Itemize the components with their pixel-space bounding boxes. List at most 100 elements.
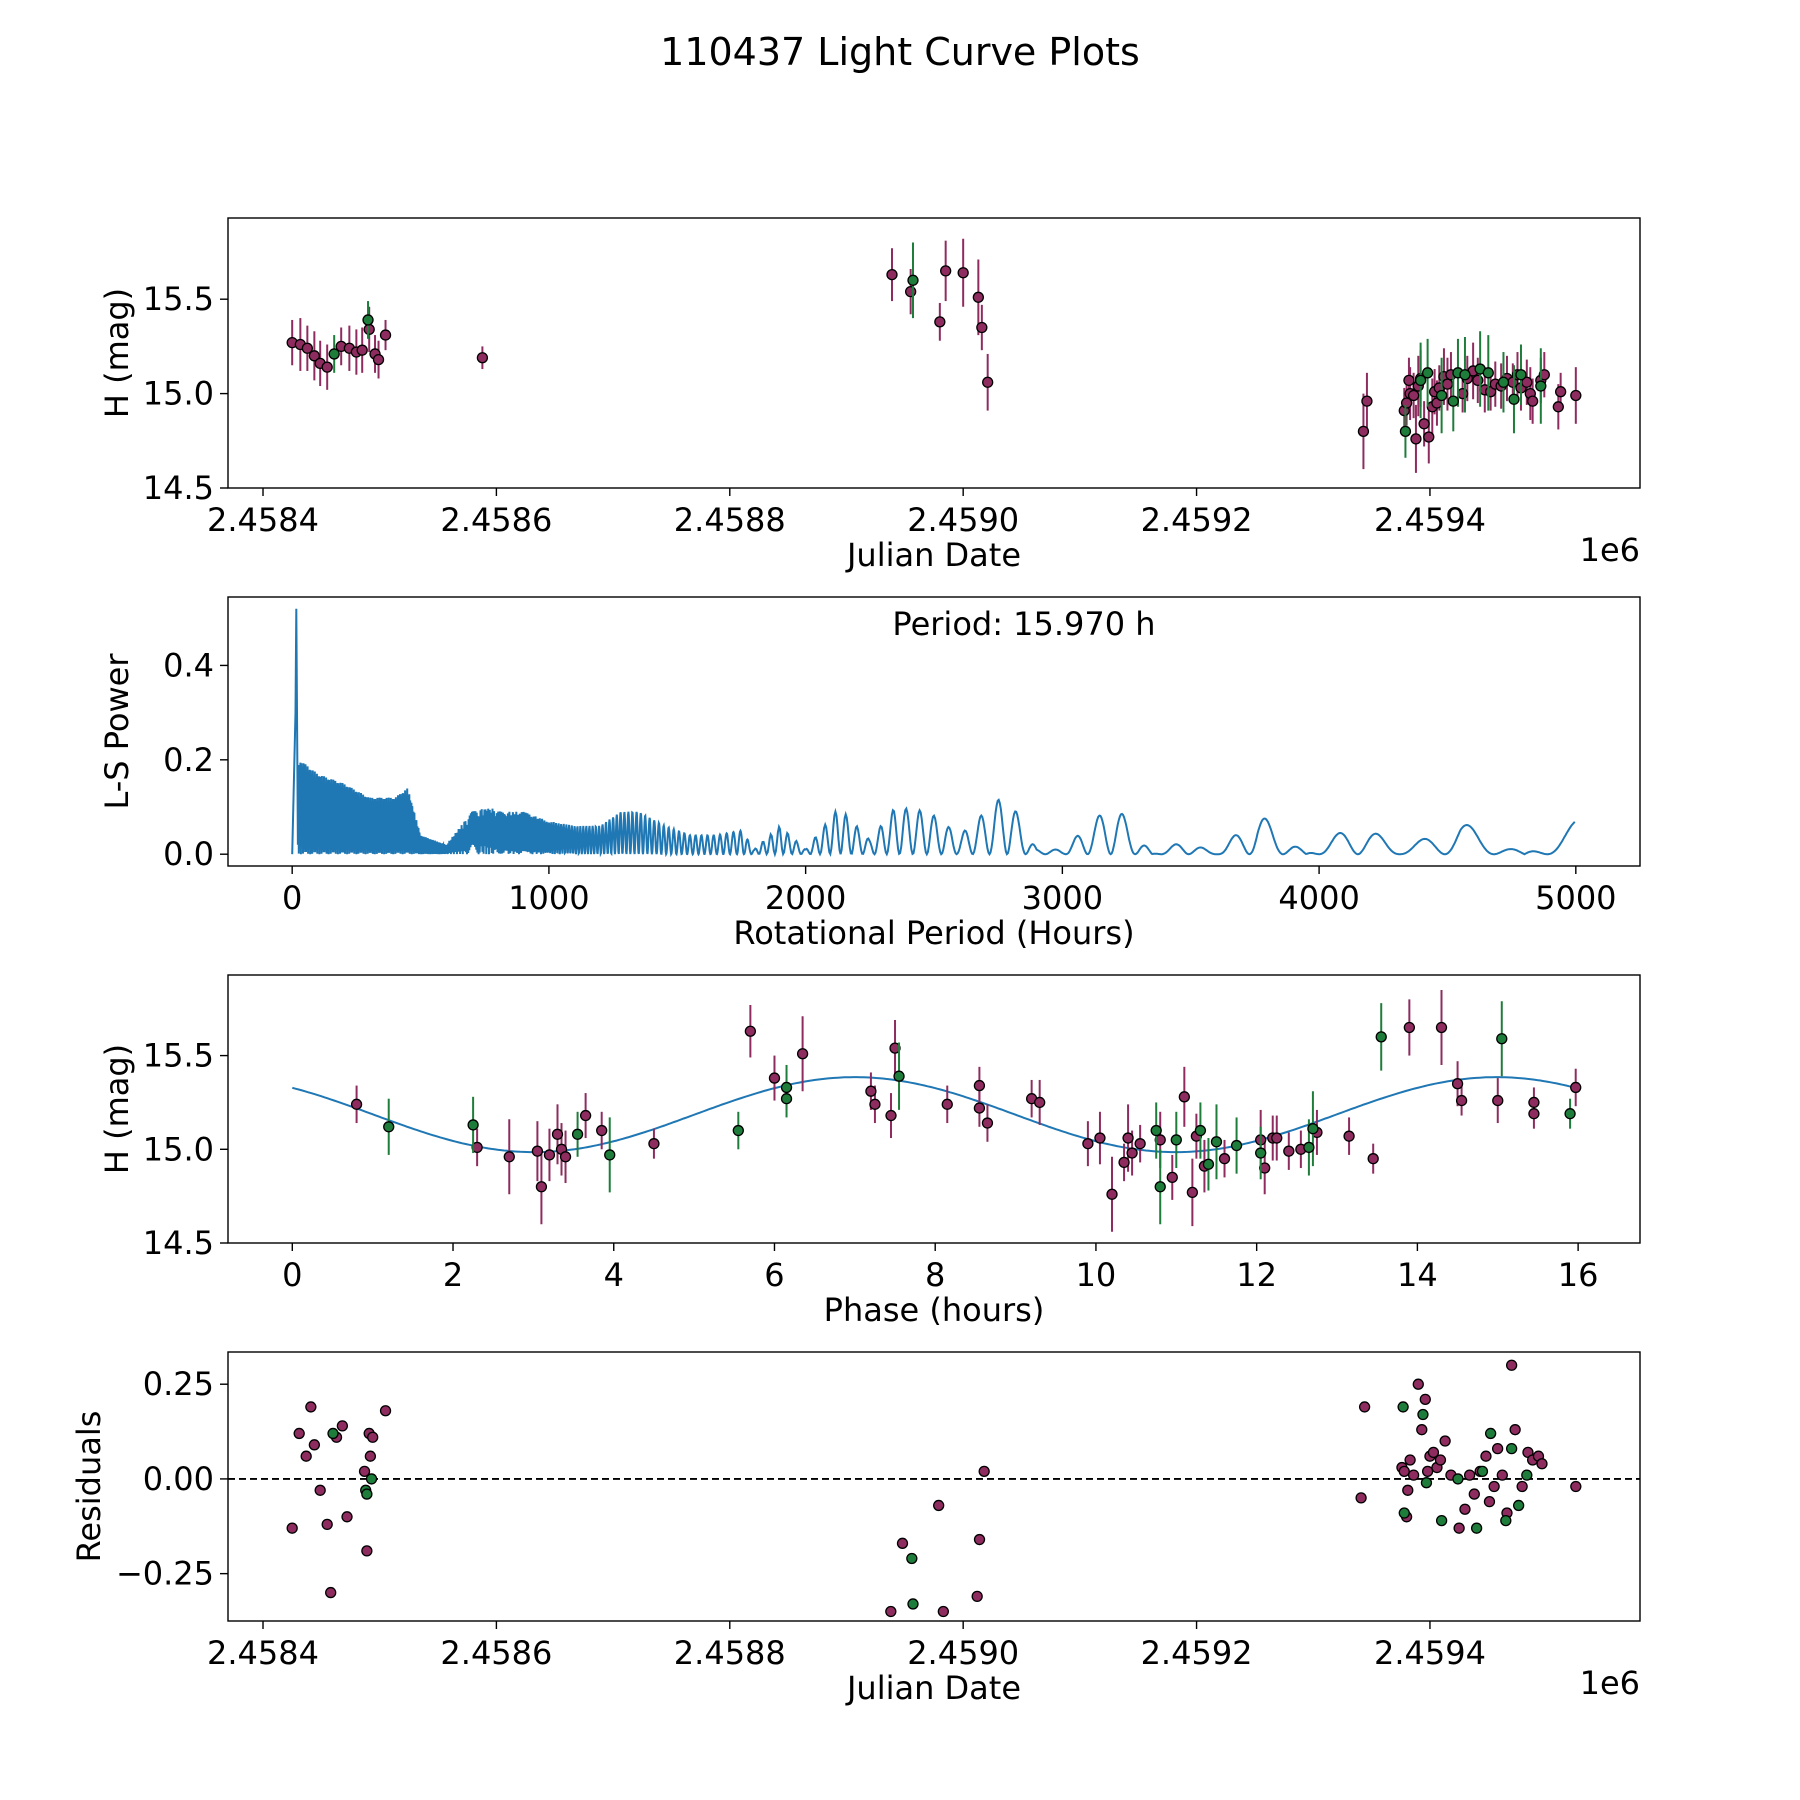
purple-point	[865, 1085, 877, 1097]
x-tick-label: 2.4584	[207, 501, 319, 539]
x-tick-label: 3000	[1022, 879, 1103, 917]
purple-point	[314, 1484, 326, 1496]
purple-point	[325, 1586, 337, 1599]
purple-point	[1134, 1138, 1146, 1150]
green-point	[1484, 1427, 1497, 1440]
purple-point	[341, 1511, 353, 1523]
purple-point	[1435, 1021, 1448, 1034]
green-point	[1564, 1108, 1576, 1120]
purple-point	[1536, 1458, 1548, 1470]
green-point	[893, 1070, 905, 1082]
purple-point	[1441, 378, 1454, 390]
purple-point	[976, 321, 988, 334]
purple-point	[971, 1590, 983, 1603]
x-offset-label: 1e6	[1580, 531, 1640, 569]
purple-point	[934, 316, 946, 328]
purple-point	[933, 1499, 945, 1512]
green-point	[328, 348, 340, 360]
x-axis-label: Rotational Period (Hours)	[733, 914, 1134, 952]
purple-point	[796, 1048, 809, 1060]
x-axis-label: Julian Date	[845, 1669, 1021, 1707]
green-point	[1521, 1469, 1533, 1481]
purple-point	[321, 1518, 333, 1531]
green-point	[1417, 1408, 1429, 1421]
purple-point	[1358, 1401, 1371, 1413]
green-point	[1303, 1141, 1315, 1154]
purple-point	[1455, 1094, 1468, 1107]
green-point	[1508, 393, 1520, 405]
green-point	[906, 1552, 918, 1565]
y-tick-label: −0.25	[116, 1555, 214, 1593]
green-point	[1470, 1522, 1483, 1534]
y-tick-label: 14.5	[143, 1224, 214, 1262]
purple-point	[503, 1151, 515, 1163]
green-point	[1497, 376, 1510, 388]
green-point	[361, 1488, 373, 1500]
green-point	[383, 1121, 395, 1133]
purple-point	[648, 1138, 660, 1150]
green-point	[1535, 380, 1547, 392]
green-point	[604, 1149, 616, 1161]
purple-point	[973, 1102, 986, 1114]
purple-point	[308, 350, 321, 362]
axes-frame	[227, 974, 1641, 1244]
x-tick-label: 4	[604, 1256, 624, 1294]
purple-point	[1468, 1488, 1480, 1500]
purple-point	[286, 1522, 298, 1534]
green-point	[1459, 369, 1471, 381]
purple-point	[1122, 1132, 1134, 1144]
x-tick-label: 16	[1558, 1256, 1599, 1294]
green-point	[1435, 389, 1448, 402]
purple-point	[535, 1181, 548, 1193]
purple-point	[905, 285, 917, 298]
x-tick-label: 2.4586	[440, 501, 552, 539]
purple-point	[305, 1401, 317, 1413]
green-point	[571, 1128, 584, 1140]
purple-point	[1094, 1132, 1106, 1144]
purple-point	[579, 1109, 592, 1122]
purple-point	[1419, 1393, 1431, 1406]
purple-point	[1400, 397, 1413, 409]
purple-point	[1496, 1469, 1508, 1481]
green-point	[780, 1081, 793, 1094]
x-tick-label: 2.4592	[1141, 1634, 1253, 1672]
x-tick-label: 2	[443, 1256, 463, 1294]
purple-point	[896, 1537, 909, 1549]
purple-point	[1423, 431, 1435, 443]
green-point	[1500, 1514, 1512, 1527]
purple-point	[1355, 1492, 1367, 1504]
y-tick-label: 0.0	[163, 835, 214, 873]
purple-point	[551, 1128, 564, 1140]
green-point	[327, 1427, 339, 1440]
purple-point	[1271, 1132, 1283, 1144]
x-tick-label: 2000	[765, 879, 846, 917]
y-tick-label: 15.5	[143, 280, 214, 318]
purple-point	[1516, 1480, 1528, 1493]
x-tick-label: 2.4586	[440, 1634, 552, 1672]
purple-point	[379, 329, 392, 341]
light-curve-panel: 2.4584 2.4586 2.4588 2.4590 2.4592 2.4594 14.5…	[98, 217, 1641, 574]
purple-point	[367, 1431, 379, 1443]
green-point	[1399, 425, 1412, 438]
green-point	[1496, 1033, 1508, 1045]
period-annotation: Period: 15.970 h	[892, 605, 1155, 643]
plot-area	[291, 608, 1576, 858]
x-tick-label: 5000	[1535, 879, 1616, 917]
green-point	[1421, 367, 1434, 379]
purple-point	[1472, 374, 1484, 387]
y-tick-label: 0.25	[143, 1365, 214, 1403]
purple-point	[372, 353, 385, 366]
purple-point	[1554, 386, 1567, 398]
green-point	[1482, 367, 1494, 379]
purple-point	[1427, 1446, 1440, 1459]
green-point	[1398, 1507, 1410, 1519]
plot-area	[286, 238, 1582, 473]
ls-power-line	[291, 608, 1576, 858]
green-point	[1150, 1124, 1162, 1137]
purple-point	[885, 1109, 897, 1122]
purple-point	[1418, 418, 1430, 430]
purple-point	[358, 1465, 371, 1477]
purple-point	[293, 1427, 305, 1440]
purple-point	[940, 265, 952, 277]
purple-point	[1410, 433, 1422, 445]
